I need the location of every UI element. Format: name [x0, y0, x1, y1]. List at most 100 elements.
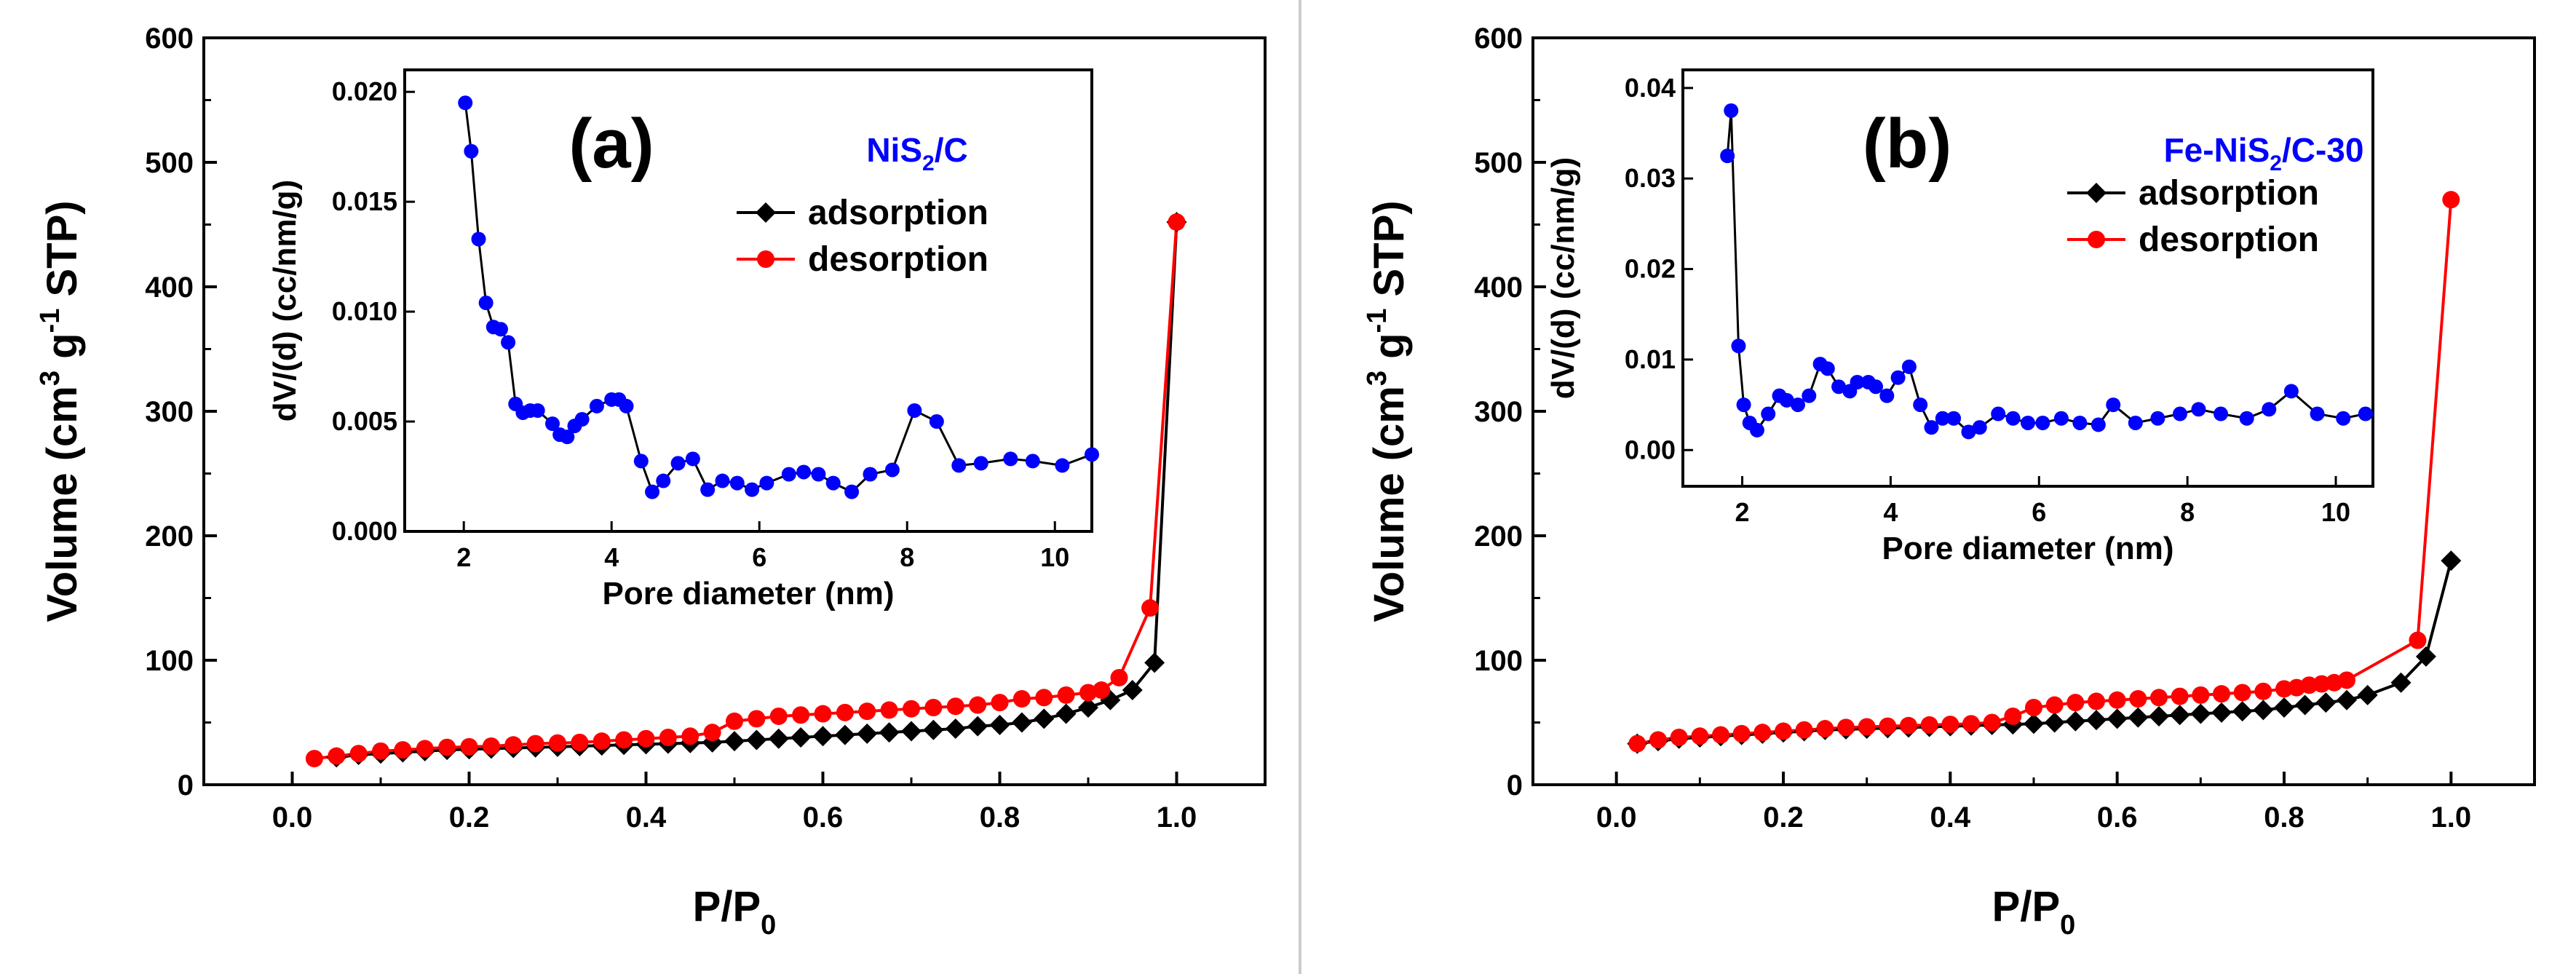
desorption-point — [549, 734, 566, 752]
x-axis-label-text: P/P — [1992, 883, 2061, 930]
adsorption-point — [857, 723, 878, 744]
inset-x-tick-label: 2 — [456, 542, 471, 572]
x-tick-label: 0.8 — [980, 801, 1021, 834]
adsorption-point — [2357, 684, 2378, 705]
desorption-point — [2171, 687, 2189, 705]
inset-point — [530, 403, 545, 418]
adsorption-point — [746, 729, 767, 751]
adsorption-point — [989, 714, 1010, 735]
inset-title-text: NiS — [866, 131, 922, 169]
y-tick-label: 400 — [145, 272, 194, 304]
inset-point — [656, 473, 671, 488]
inset-plot-frame — [1681, 68, 2374, 488]
y-axis-label-text: Volume (cm — [1366, 386, 1413, 622]
x-tick-label: 0.4 — [626, 801, 667, 834]
y-tick-label: 0 — [178, 769, 194, 801]
panel-label: (b) — [1863, 105, 1952, 183]
inset-point — [2035, 415, 2050, 430]
adsorption-point — [2315, 692, 2337, 713]
inset-point — [759, 475, 774, 491]
inset-point — [1724, 103, 1739, 118]
adsorption-point — [1055, 703, 1077, 724]
y-axis-label-text: g — [1366, 333, 1413, 371]
desorption-point — [1732, 724, 1751, 743]
desorption-point — [1712, 726, 1729, 744]
desorption-point — [1035, 689, 1053, 707]
y-tick-label: 200 — [145, 520, 194, 553]
x-axis-label: P/P0 — [1992, 883, 2076, 941]
desorption-point — [1920, 716, 1938, 734]
legend-label-adsorption: adsorption — [2139, 174, 2319, 213]
desorption-point — [2254, 682, 2272, 700]
desorption-point — [836, 703, 854, 721]
desorption-point — [792, 706, 810, 724]
adsorption-point — [790, 727, 812, 748]
adsorption-point — [812, 726, 833, 747]
desorption-point — [2233, 684, 2251, 702]
adsorption-point — [1144, 652, 1165, 673]
adsorption-point — [2044, 712, 2065, 733]
desorption-point — [2108, 691, 2126, 709]
y-tick-label: 100 — [1474, 645, 1523, 677]
legend-marker-desorption — [757, 250, 774, 268]
x-tick-label: 0.4 — [1930, 801, 1971, 834]
inset-x-tick-label: 4 — [604, 542, 619, 572]
adsorption-point — [2128, 707, 2149, 728]
inset-x-tick-label: 6 — [752, 542, 766, 572]
inset-point — [2106, 397, 2121, 413]
inset-x-tick-label: 6 — [2032, 497, 2046, 527]
adsorption-point — [2024, 713, 2044, 735]
legend-marker-adsorption — [756, 202, 776, 223]
inset-point — [929, 414, 944, 429]
inset-y-tick-label: 0.01 — [1625, 344, 1676, 374]
desorption-point — [2150, 689, 2168, 707]
desorption-point — [903, 700, 920, 718]
inset-point — [1025, 454, 1040, 469]
adsorption-point — [901, 721, 922, 742]
adsorption-point — [2086, 710, 2107, 731]
inset-point — [2150, 411, 2165, 426]
inset-point — [2214, 406, 2229, 421]
adsorption-point — [768, 728, 789, 749]
adsorption-point — [1011, 712, 1032, 733]
desorption-point — [1900, 716, 1917, 735]
y-tick-label: 600 — [145, 23, 194, 55]
y-tick-label: 100 — [145, 645, 194, 677]
inset-point — [1924, 420, 1939, 435]
adsorption-point — [2253, 700, 2274, 721]
adsorption-point — [2190, 703, 2211, 724]
desorption-point — [2338, 671, 2355, 689]
inset-x-tick-label: 2 — [1735, 497, 1750, 527]
x-axis-label-subscript: 0 — [2060, 910, 2075, 941]
inset-point — [1850, 375, 1865, 389]
desorption-point — [416, 740, 434, 758]
desorption-point — [1795, 721, 1813, 739]
inset-x-axis-label: Pore diameter (nm) — [603, 576, 895, 611]
desorption-point — [880, 701, 898, 719]
inset-point — [458, 95, 473, 111]
inset-point — [645, 484, 660, 499]
inset-y-tick-label: 0.02 — [1625, 254, 1676, 284]
y-tick-label: 200 — [1474, 520, 1523, 553]
desorption-point — [991, 694, 1009, 712]
inset-y-tick-label: 0.020 — [332, 76, 397, 106]
desorption-point — [726, 712, 743, 730]
adsorption-point — [2294, 694, 2315, 716]
inset-x-tick-label: 8 — [900, 542, 914, 572]
inset-title-subscript: 2 — [922, 151, 935, 175]
desorption-point — [2192, 686, 2210, 704]
inset-point — [574, 412, 590, 427]
y-axis-label-text: STP) — [39, 200, 86, 308]
adsorption-point — [834, 724, 855, 745]
x-axis-label-subscript: 0 — [761, 910, 776, 941]
inset-point — [1961, 424, 1976, 440]
adsorption-point — [2274, 697, 2294, 718]
desorption-point — [615, 731, 633, 749]
adsorption-point — [2211, 702, 2232, 723]
inset-point — [1736, 397, 1751, 413]
inset-point — [478, 296, 494, 311]
inset-y-tick-label: 0.00 — [1625, 435, 1676, 464]
x-tick-label: 1.0 — [2431, 801, 2472, 834]
y-axis-label-superscript: 3 — [1362, 371, 1392, 386]
desorption-point — [349, 745, 368, 763]
